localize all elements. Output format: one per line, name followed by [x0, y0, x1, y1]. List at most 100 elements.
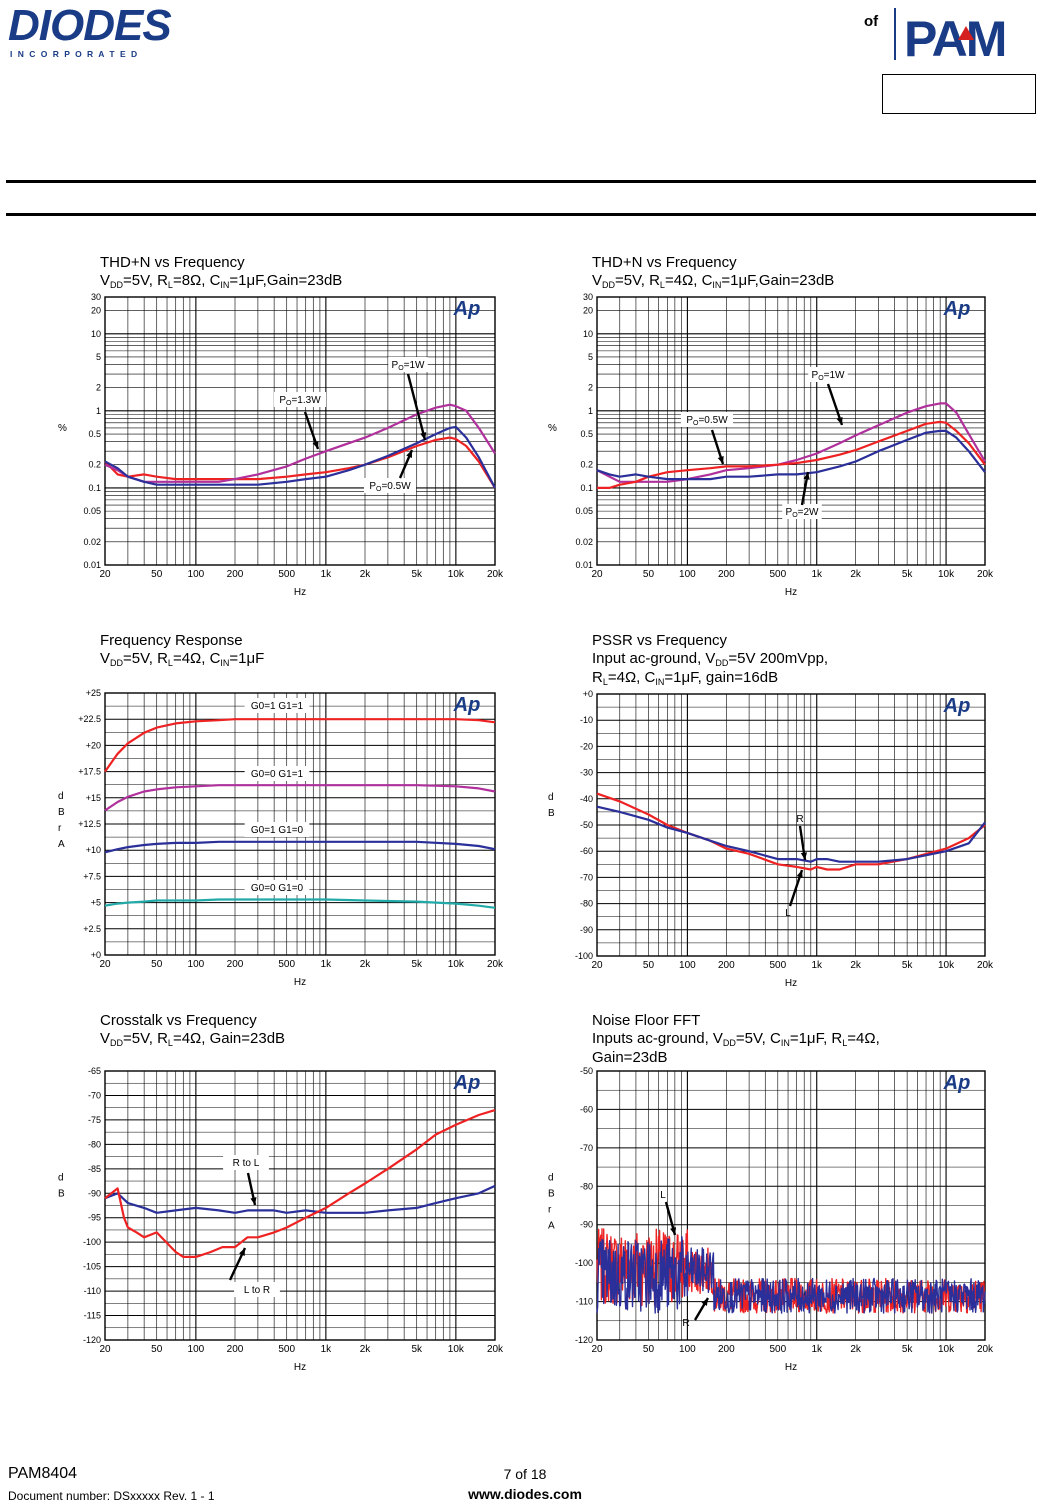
x-tick-label: 20k	[977, 569, 994, 580]
x-tick-label: 2k	[360, 959, 372, 970]
annotation: PO=1W	[808, 367, 848, 382]
y-tick-label: -90	[580, 1220, 593, 1230]
annotation-arrow	[826, 383, 844, 426]
svg-text:PO=2W: PO=2W	[786, 507, 820, 519]
x-tick-label: 100	[679, 569, 696, 580]
ap-logo: Ap	[943, 695, 971, 717]
svg-text:R: R	[796, 814, 803, 825]
x-tick-label: 10k	[448, 959, 465, 970]
chart-subtitle-2: RL=4Ω, CIN=1μF, gain=16dB	[592, 669, 778, 687]
y-tick-label: 0.05	[575, 506, 593, 516]
series-line-1	[104, 403, 496, 483]
x-axis-label: Hz	[294, 587, 306, 598]
x-tick-label: 2k	[360, 569, 372, 580]
y-tick-label: 10	[583, 329, 593, 339]
y-tick-label: 0.1	[88, 483, 101, 493]
rule-bottom	[6, 213, 1036, 216]
chart-subtitle: VDD=5V, RL=4Ω, CIN=1μF,Gain=23dB	[592, 272, 834, 290]
y-tick-label: +7.5	[83, 871, 101, 881]
x-tick-label: 1k	[321, 959, 333, 970]
diodes-logo-subtext: I N C O R P O R A T E D	[10, 49, 139, 59]
annotation: PO=0.5W	[363, 478, 417, 493]
x-axis-label: Hz	[785, 587, 797, 598]
x-tick-label: 10k	[938, 960, 955, 971]
y-tick-label: +2.5	[83, 924, 101, 934]
annotation: L to R	[234, 1282, 280, 1297]
x-tick-label: 500	[769, 1344, 786, 1355]
pam-logo-red-triangle	[958, 26, 974, 40]
y-tick-label: 20	[583, 306, 593, 316]
grid	[104, 1070, 496, 1341]
annotation: L	[660, 1190, 666, 1201]
x-tick-label: 5k	[411, 569, 423, 580]
x-tick-label: 50	[151, 1344, 163, 1355]
y-tick-label: +10	[86, 845, 101, 855]
x-tick-label: 10k	[448, 569, 465, 580]
y-axis-label: %	[548, 423, 557, 434]
y-axis-label: r	[58, 823, 62, 834]
x-tick-label: 200	[227, 1344, 244, 1355]
plot-frame	[596, 296, 986, 566]
annotation: PO=2W	[782, 504, 822, 519]
x-tick-label: 200	[718, 569, 735, 580]
x-tick-label: 200	[227, 569, 244, 580]
x-tick-label: 5k	[902, 960, 914, 971]
x-tick-label: 2k	[360, 1344, 372, 1355]
diodes-logo-text: DIODES	[8, 2, 171, 50]
chart-subtitle: VDD=5V, RL=8Ω, CIN=1μF,Gain=23dB	[100, 272, 342, 290]
y-tick-label: 0.02	[575, 537, 593, 547]
ap-logo: Ap	[453, 298, 481, 320]
x-tick-label: 1k	[811, 569, 823, 580]
y-tick-label: 2	[588, 383, 593, 393]
y-tick-label: -60	[580, 1104, 593, 1114]
y-tick-label: -60	[580, 846, 593, 856]
x-tick-label: 20k	[487, 959, 504, 970]
series-group	[596, 792, 986, 871]
svg-text:PO=0.5W: PO=0.5W	[686, 415, 728, 427]
x-tick-label: 10k	[938, 569, 955, 580]
annotation: PO=0.5W	[680, 412, 734, 427]
x-tick-label: 100	[188, 1344, 205, 1355]
x-tick-label: 1k	[321, 1344, 333, 1355]
y-tick-label: -90	[580, 925, 593, 935]
chart-subtitle: VDD=5V, RL=4Ω, Gain=23dB	[100, 1030, 285, 1048]
svg-text:PO=0.5W: PO=0.5W	[369, 481, 411, 493]
svg-text:G0=0 G1=0: G0=0 G1=0	[251, 883, 304, 894]
svg-text:PO=1W: PO=1W	[392, 360, 426, 372]
series-line-1	[104, 784, 496, 812]
ap-logo: Ap	[943, 298, 971, 320]
y-tick-label: 0.2	[88, 460, 101, 470]
chart-noise-floor: Noise Floor FFT Inputs ac-ground, VDD=5V,…	[540, 1008, 1000, 1373]
y-tick-label: 0.5	[88, 429, 101, 439]
x-tick-label: 100	[188, 959, 205, 970]
y-tick-label: -50	[580, 1066, 593, 1076]
annotation-arrow	[788, 869, 804, 907]
x-tick-label: 500	[278, 959, 295, 970]
svg-text:PO=1.3W: PO=1.3W	[279, 395, 321, 407]
x-axis-label: Hz	[785, 978, 797, 989]
x-tick-label: 200	[718, 960, 735, 971]
y-axis-label: d	[548, 792, 554, 803]
annotation: G0=0 G1=1	[244, 766, 310, 781]
y-tick-label: -40	[580, 794, 593, 804]
series-line-2	[104, 840, 496, 854]
y-axis-label: B	[58, 1189, 65, 1200]
x-tick-label: 20k	[487, 569, 504, 580]
x-tick-label: 1k	[811, 1344, 823, 1355]
ap-logo: Ap	[453, 1072, 481, 1094]
y-axis-label: d	[58, 791, 64, 802]
chart-psrr: PSSR vs Frequency Input ac-ground, VDD=5V…	[540, 628, 1000, 993]
x-tick-label: 500	[278, 1344, 295, 1355]
x-tick-label: 50	[151, 569, 163, 580]
y-tick-label: 0.01	[83, 560, 101, 570]
ap-logo: Ap	[453, 694, 481, 716]
footer-website: www.diodes.com	[468, 1486, 582, 1502]
chart-title: PSSR vs Frequency	[592, 632, 728, 649]
svg-text:R: R	[682, 1318, 689, 1329]
y-tick-label: +5	[91, 898, 101, 908]
y-tick-label: 30	[91, 292, 101, 302]
footer-part-number: PAM8404	[8, 1465, 78, 1482]
